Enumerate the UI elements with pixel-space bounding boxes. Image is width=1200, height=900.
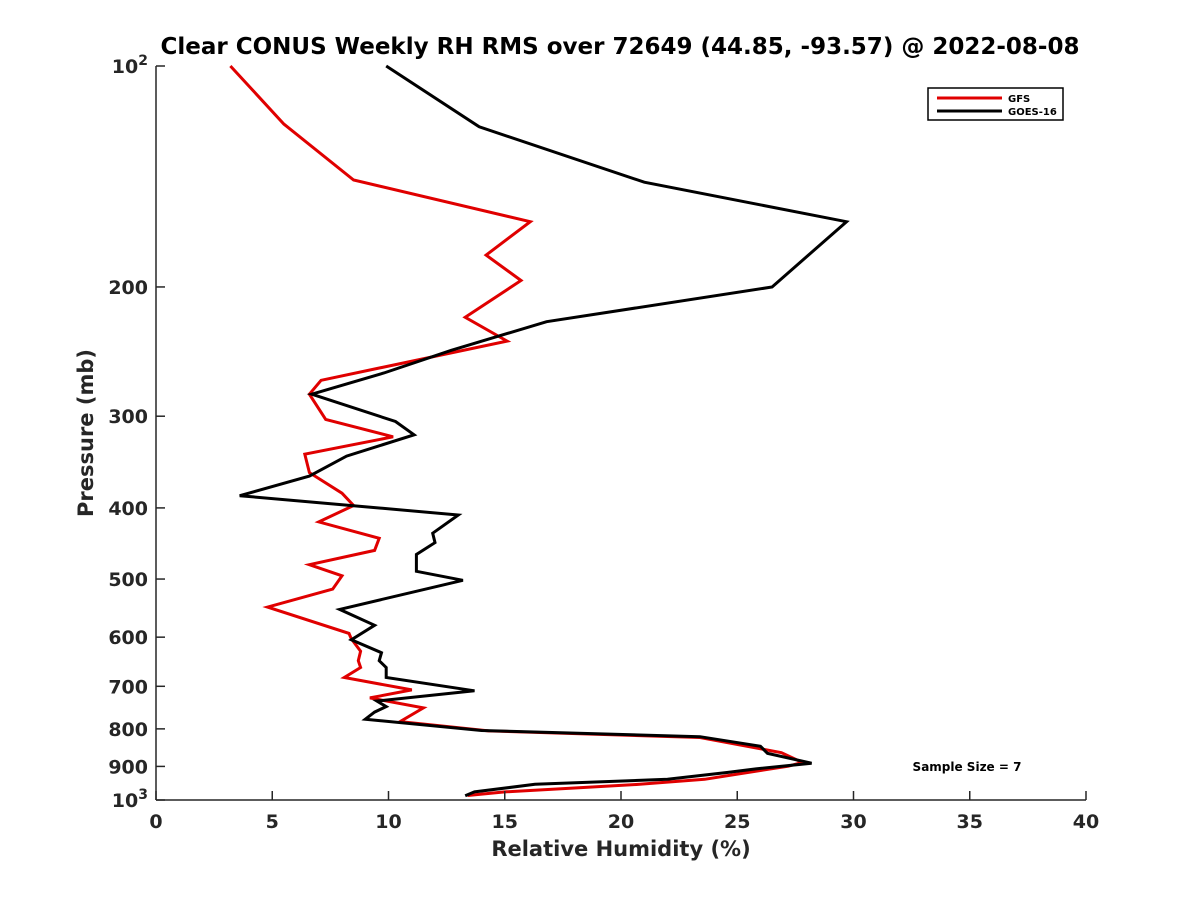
- y-tick-label: 300: [108, 406, 148, 428]
- y-tick-label: 800: [108, 719, 148, 741]
- y-tick-label: 700: [108, 676, 148, 698]
- y-ticks: 102 200 300 400 500 600 700 800 900 103: [108, 53, 165, 812]
- legend: GFS GOES-16: [927, 87, 1064, 121]
- sample-size-annotation: Sample Size = 7: [913, 760, 1022, 774]
- x-tick-label: 20: [608, 811, 634, 833]
- x-tick-label: 40: [1073, 811, 1099, 833]
- series-line-goes16: [239, 64, 850, 798]
- legend-label-goes16: GOES-16: [1008, 107, 1057, 118]
- x-tick-label: 25: [724, 811, 750, 833]
- legend-label-gfs: GFS: [1008, 94, 1030, 105]
- y-tick-label: 500: [108, 569, 148, 591]
- x-tick-label: 30: [840, 811, 866, 833]
- y-tick-label: 200: [108, 277, 148, 299]
- y-tick-label: 102: [112, 53, 148, 78]
- x-tick-label: 5: [266, 811, 279, 833]
- x-tick-label: 35: [957, 811, 983, 833]
- legend-box: [927, 87, 1064, 121]
- y-tick-label: 400: [108, 498, 148, 520]
- x-axis-label: Relative Humidity (%): [491, 837, 750, 861]
- x-tick-label: 0: [149, 811, 162, 833]
- y-tick-label: 103: [112, 787, 148, 812]
- series-lines: [229, 64, 850, 798]
- x-ticks: 0 5 10 15 20 25 30 35 40: [149, 791, 1099, 833]
- y-tick-label: 600: [108, 627, 148, 649]
- y-tick-label: 900: [108, 756, 148, 778]
- x-tick-label: 10: [375, 811, 401, 833]
- y-axis-label: Pressure (mb): [74, 349, 98, 517]
- chart-title: Clear CONUS Weekly RH RMS over 72649 (44…: [161, 34, 1080, 60]
- x-tick-label: 15: [492, 811, 518, 833]
